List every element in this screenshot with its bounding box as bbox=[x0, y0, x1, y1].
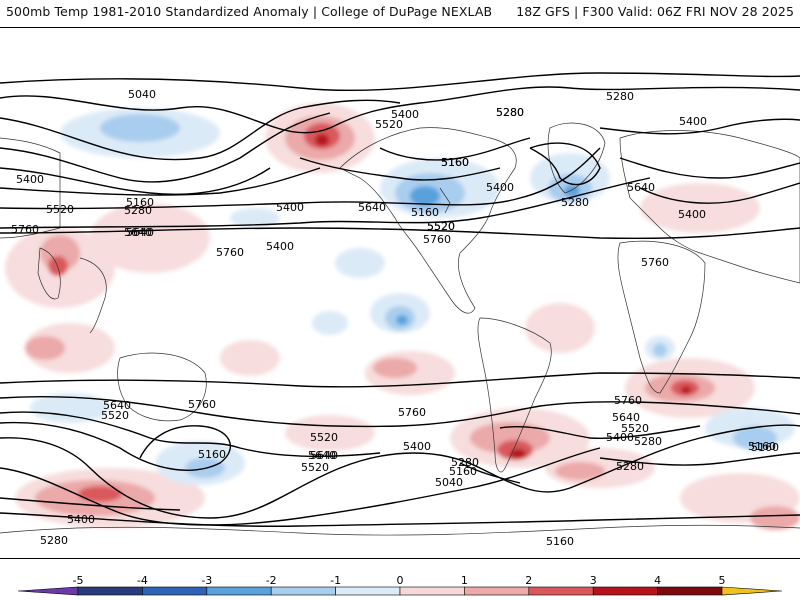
run-valid-time: 18Z GFS | F300 Valid: 06Z FRI NOV 28 202… bbox=[516, 4, 794, 19]
colorbar-tick: 1 bbox=[461, 574, 468, 587]
contour-label: 5640 bbox=[627, 181, 655, 194]
contour-label: 5280 bbox=[451, 456, 479, 469]
colorbar-segments bbox=[17, 586, 783, 596]
colorbar-low-extend bbox=[17, 586, 79, 596]
contour-label: 5760 bbox=[398, 406, 426, 419]
colorbar-tick: 2 bbox=[525, 574, 532, 587]
contour-label: 5160 bbox=[411, 206, 439, 219]
contour-label: 5040 bbox=[435, 476, 463, 489]
contour-label: 5520 bbox=[301, 461, 329, 474]
map-canvas: 5040516052805400552056405760540055205400… bbox=[0, 72, 800, 548]
contour-label: 5160 bbox=[751, 441, 779, 454]
contour-label: 5160 bbox=[748, 440, 776, 453]
contour-label: 5640 bbox=[126, 226, 154, 239]
colorbar-segment bbox=[335, 586, 401, 596]
contour-label: 5160 bbox=[441, 156, 469, 169]
colorbar-tick: -5 bbox=[73, 574, 84, 587]
contour-label: 5400 bbox=[403, 440, 431, 453]
contour-label: 5400 bbox=[16, 173, 44, 186]
colorbar-tick: 3 bbox=[590, 574, 597, 587]
contour-label: 5160 bbox=[449, 465, 477, 478]
contour-label: 5520 bbox=[46, 203, 74, 216]
contour-label: 5520 bbox=[310, 431, 338, 444]
contour-label: 5520 bbox=[375, 118, 403, 131]
contour-label: 5400 bbox=[678, 208, 706, 221]
contour-label: 5520 bbox=[427, 220, 455, 233]
contour-label: 5640 bbox=[612, 411, 640, 424]
contour-label: 5760 bbox=[216, 246, 244, 259]
contour-label: 5160 bbox=[198, 448, 226, 461]
colorbar-segment bbox=[464, 586, 530, 596]
colorbar-segment bbox=[77, 586, 143, 596]
contour-label: 5280 bbox=[606, 90, 634, 103]
contour-label: 5760 bbox=[614, 394, 642, 407]
contour-label: 5280 bbox=[561, 196, 589, 209]
colorbar-segment bbox=[270, 586, 336, 596]
contour-label: 5520 bbox=[427, 220, 455, 233]
contour-label: 5520 bbox=[621, 422, 649, 435]
contour-label: 5400 bbox=[679, 115, 707, 128]
contour-label: 5400 bbox=[266, 240, 294, 253]
contour-label: 5640 bbox=[358, 201, 386, 214]
contour-label: 5760 bbox=[423, 233, 451, 246]
anomaly-map: 5040 5160 5280 5400 5520 5640 5760 5400 5520 5400… bbox=[0, 27, 800, 559]
colorbar-tick: -4 bbox=[137, 574, 148, 587]
contour-label: 5400 bbox=[391, 108, 419, 121]
contour-label: 5160 bbox=[126, 196, 154, 209]
anomaly-shading bbox=[5, 103, 800, 530]
contour-label: 5400 bbox=[486, 181, 514, 194]
contour-labels: 5040516052805400552056405760540055205400… bbox=[11, 88, 779, 548]
contour-label: 5400 bbox=[67, 513, 95, 526]
colorbar: -5 -4 -3 -2 -1 0 1 2 3 4 5 bbox=[17, 574, 783, 596]
colorbar-tick: -3 bbox=[201, 574, 212, 587]
contour-label: 5160 bbox=[441, 156, 469, 169]
contour-label: 5280 bbox=[616, 460, 644, 473]
colorbar-tick: 4 bbox=[654, 574, 661, 587]
colorbar-tick: 5 bbox=[719, 574, 726, 587]
colorbar-segment bbox=[592, 586, 658, 596]
contour-label: 5040 bbox=[128, 88, 156, 101]
coastlines bbox=[0, 122, 800, 536]
colorbar-segment bbox=[399, 586, 465, 596]
contour-label: 5280 bbox=[634, 435, 662, 448]
contour-label: 5640 bbox=[124, 226, 152, 239]
colorbar-tick: -1 bbox=[330, 574, 341, 587]
colorbar-segment bbox=[206, 586, 272, 596]
colorbar-tick: -2 bbox=[266, 574, 277, 587]
map-title: 500mb Temp 1981-2010 Standardized Anomal… bbox=[6, 4, 493, 19]
contour-label: 5520 bbox=[101, 409, 129, 422]
colorbar-segment bbox=[142, 586, 208, 596]
contour-label: 5400 bbox=[276, 201, 304, 214]
contour-label: 5760 bbox=[188, 398, 216, 411]
contour-label: 5760 bbox=[641, 256, 669, 269]
colorbar-segment bbox=[657, 586, 723, 596]
colorbar-tick: 0 bbox=[397, 574, 404, 587]
contour-label: 5760 bbox=[11, 223, 39, 236]
height-contours bbox=[0, 72, 800, 527]
colorbar-tick-labels: -5 -4 -3 -2 -1 0 1 2 3 4 5 bbox=[73, 574, 726, 587]
contour-label: 5640 bbox=[308, 449, 336, 462]
contour-label: 5400 bbox=[606, 431, 634, 444]
contour-label: 5280 bbox=[496, 106, 524, 119]
contour-label: 5640 bbox=[103, 399, 131, 412]
contour-label: 5640 bbox=[310, 449, 338, 462]
contour-label: 5280 bbox=[40, 534, 68, 547]
colorbar-segment bbox=[528, 586, 594, 596]
contour-label: 5280 bbox=[496, 106, 524, 119]
contour-label: 5280 bbox=[124, 204, 152, 217]
contour-label: 5160 bbox=[546, 535, 574, 548]
colorbar-high-extend bbox=[721, 586, 783, 596]
